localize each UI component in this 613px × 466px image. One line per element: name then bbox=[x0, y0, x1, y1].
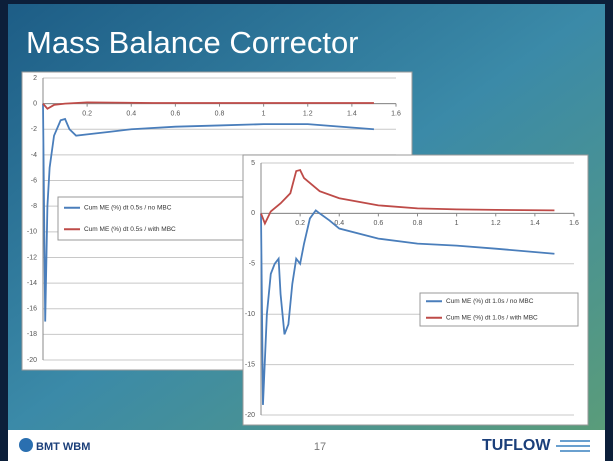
legend-label: Cum ME (%) dt 1.0s / no MBC bbox=[446, 298, 534, 305]
x-tick-label: 1.6 bbox=[569, 220, 579, 227]
x-tick-label: 0.2 bbox=[295, 220, 305, 227]
x-tick-label: 1.6 bbox=[391, 110, 401, 117]
x-tick-label: 1 bbox=[262, 110, 266, 117]
y-tick-label: -18 bbox=[27, 331, 37, 338]
legend-box bbox=[58, 197, 243, 240]
y-tick-label: -15 bbox=[245, 361, 255, 368]
logo-right: TUFLOW bbox=[482, 437, 551, 454]
y-tick-label: -12 bbox=[27, 254, 37, 261]
y-tick-label: -20 bbox=[27, 357, 37, 364]
slide-title: Mass Balance Corrector bbox=[26, 25, 359, 60]
legend-label: Cum ME (%) dt 1.0s / with MBC bbox=[446, 314, 538, 321]
legend-label: Cum ME (%) dt 0.5s / no MBC bbox=[84, 204, 172, 211]
y-tick-label: -10 bbox=[245, 311, 255, 318]
x-tick-label: 1.2 bbox=[491, 220, 501, 227]
y-tick-label: -10 bbox=[27, 229, 37, 236]
y-tick-label: -8 bbox=[31, 203, 37, 210]
logo-icon bbox=[19, 438, 33, 452]
y-tick-label: -16 bbox=[27, 306, 37, 313]
x-tick-label: 0.2 bbox=[82, 110, 92, 117]
x-tick-label: 1.4 bbox=[347, 110, 357, 117]
y-tick-label: -2 bbox=[31, 126, 37, 133]
x-tick-label: 1.2 bbox=[303, 110, 313, 117]
y-tick-label: -20 bbox=[245, 412, 255, 419]
y-tick-label: -4 bbox=[31, 152, 37, 159]
x-tick-label: 0.8 bbox=[413, 220, 423, 227]
legend-label: Cum ME (%) dt 0.5s / with MBC bbox=[84, 226, 176, 233]
y-tick-label: 2 bbox=[33, 75, 37, 82]
logo-left: BMT WBM bbox=[36, 441, 90, 453]
y-tick-label: -14 bbox=[27, 280, 37, 287]
chart-box bbox=[243, 155, 588, 425]
x-tick-label: 0.6 bbox=[374, 220, 384, 227]
x-tick-label: 0.8 bbox=[215, 110, 225, 117]
x-tick-label: 1.4 bbox=[530, 220, 540, 227]
y-tick-label: -6 bbox=[31, 177, 37, 184]
y-tick-label: -5 bbox=[249, 261, 255, 268]
y-tick-label: 0 bbox=[33, 100, 37, 107]
y-tick-label: 0 bbox=[251, 210, 255, 217]
y-tick-label: 5 bbox=[251, 160, 255, 167]
x-tick-label: 0.6 bbox=[171, 110, 181, 117]
page-number: 17 bbox=[314, 441, 326, 453]
x-tick-label: 1 bbox=[455, 220, 459, 227]
x-tick-label: 0.4 bbox=[126, 110, 136, 117]
slide: Mass Balance Corrector BMT WBM 17 TUFLOW… bbox=[0, 0, 613, 461]
